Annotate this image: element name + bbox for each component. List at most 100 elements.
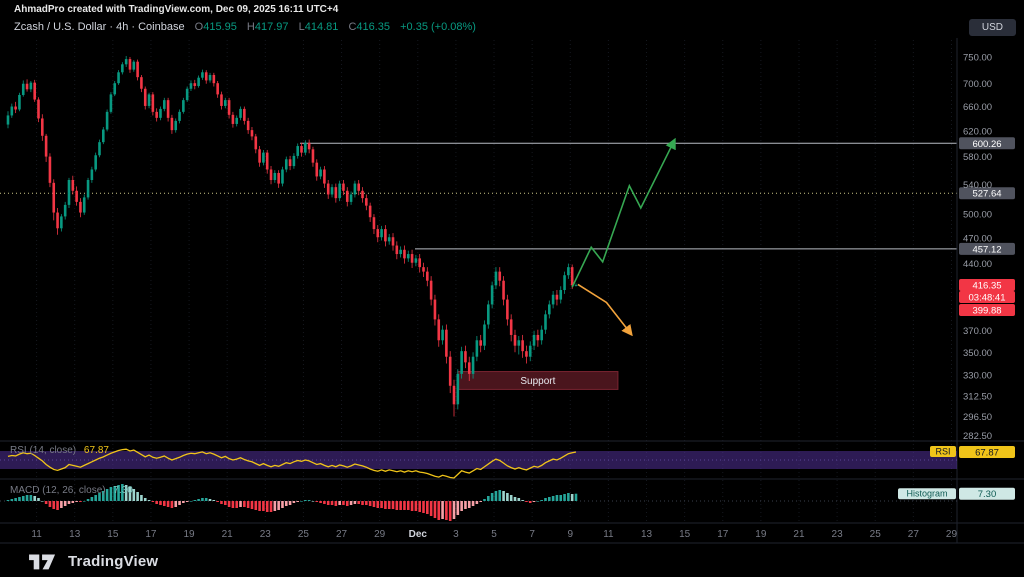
symbol-title[interactable]: Zcash / U.S. Dollar · 4h · Coinbase — [14, 21, 185, 33]
time-axis[interactable]: 11 13 15 17 19 21 23 25 27 29 Dec 3 5 7 9 11 13 15 17 19 21 2… — [31, 529, 957, 540]
macd-bar — [403, 501, 406, 510]
macd-bar — [159, 501, 162, 505]
low-value: 414.81 — [304, 21, 339, 33]
macd-bar — [136, 492, 139, 501]
rsi-legend[interactable]: RSI (14, close) 67.87 — [10, 445, 109, 456]
candle — [6, 115, 10, 125]
macd-bar — [94, 495, 97, 501]
projection-down-arrow[interactable] — [577, 283, 633, 337]
candle — [479, 340, 482, 346]
high-label: H — [246, 21, 255, 33]
attribution-text: AhmadPro created with TradingView.com, D… — [14, 4, 339, 15]
svg-text:19: 19 — [755, 529, 767, 540]
histogram-tag — [898, 488, 956, 500]
macd-bar — [410, 501, 414, 511]
candle — [521, 340, 524, 352]
macd-bar — [63, 501, 67, 506]
candle — [258, 149, 261, 163]
svg-text:700.00: 700.00 — [963, 79, 992, 90]
macd-bar — [29, 495, 33, 501]
macd-bar — [71, 501, 75, 503]
macd-legend[interactable]: MACD (12, 26, close) 7.30 — [10, 485, 133, 496]
candle — [345, 190, 349, 202]
svg-text:9: 9 — [567, 529, 573, 540]
svg-text:540.00: 540.00 — [963, 180, 992, 191]
projection-up-arrow[interactable] — [571, 137, 676, 288]
svg-text:25: 25 — [870, 529, 882, 540]
macd-bar — [52, 501, 56, 509]
macd-bar — [429, 501, 433, 516]
candle — [525, 351, 528, 357]
macd-bar — [201, 498, 204, 501]
macd-bar — [357, 501, 361, 504]
candle — [44, 135, 48, 157]
candle — [102, 129, 105, 143]
macd-bar — [311, 501, 315, 502]
macd-bar — [162, 501, 166, 506]
candle — [536, 334, 540, 341]
macd-bar — [406, 501, 410, 510]
support-label: Support — [520, 376, 555, 387]
macd-bar — [6, 500, 10, 501]
candle — [311, 149, 315, 163]
candle — [216, 83, 219, 95]
candle — [296, 146, 300, 156]
candle — [288, 159, 292, 167]
macd-bar — [189, 501, 193, 502]
macd-bar — [376, 501, 380, 508]
svg-text:67.87: 67.87 — [975, 447, 999, 458]
svg-text:13: 13 — [641, 529, 653, 540]
candle — [182, 100, 185, 112]
macd-bar — [349, 501, 353, 505]
macd-bar — [513, 497, 517, 501]
macd-bar — [555, 495, 559, 501]
candle — [338, 183, 341, 199]
macd-bar — [21, 496, 25, 501]
svg-text:11: 11 — [603, 529, 614, 540]
candle — [25, 83, 29, 90]
macd-bar — [418, 501, 421, 512]
candle — [273, 172, 277, 180]
candle — [319, 169, 322, 177]
svg-text:15: 15 — [107, 529, 119, 540]
macd-bar — [426, 501, 429, 514]
candle — [159, 108, 162, 118]
macd-bar — [304, 500, 307, 501]
macd-bar — [44, 501, 48, 504]
macd-histogram — [6, 484, 578, 521]
svg-text:25: 25 — [298, 529, 310, 540]
candle — [361, 190, 364, 199]
svg-text:370.00: 370.00 — [963, 326, 992, 337]
macd-bar — [235, 501, 239, 508]
macd-bar — [433, 501, 437, 518]
candle — [422, 267, 425, 272]
candle — [90, 169, 94, 180]
svg-text:19: 19 — [184, 529, 196, 540]
macd-bar — [380, 501, 383, 508]
macd-bar — [521, 500, 524, 501]
candle — [117, 72, 120, 84]
macd-bar — [494, 491, 498, 501]
candle — [445, 329, 448, 357]
candle — [540, 329, 543, 341]
candle — [86, 179, 90, 198]
candle — [33, 82, 36, 100]
macd-bar — [490, 493, 494, 501]
tradingview-brand-link[interactable]: TradingView — [0, 545, 1024, 577]
svg-text:27: 27 — [908, 529, 920, 540]
price-axis[interactable]: 750.00 700.00 660.00 620.00 580.00 540.00 500.… — [963, 53, 992, 442]
candle — [212, 74, 216, 84]
macd-bar — [365, 501, 368, 505]
candle — [384, 229, 387, 242]
macd-bar — [60, 501, 63, 508]
svg-text:620.00: 620.00 — [963, 126, 992, 137]
rsi-value-label — [959, 445, 1015, 458]
candle — [132, 61, 136, 70]
currency-button[interactable]: USD — [968, 19, 1016, 36]
macd-bar — [197, 499, 200, 501]
candle — [185, 88, 189, 101]
macd-bar — [414, 501, 418, 511]
candle — [555, 294, 559, 300]
svg-text:17: 17 — [145, 529, 157, 540]
